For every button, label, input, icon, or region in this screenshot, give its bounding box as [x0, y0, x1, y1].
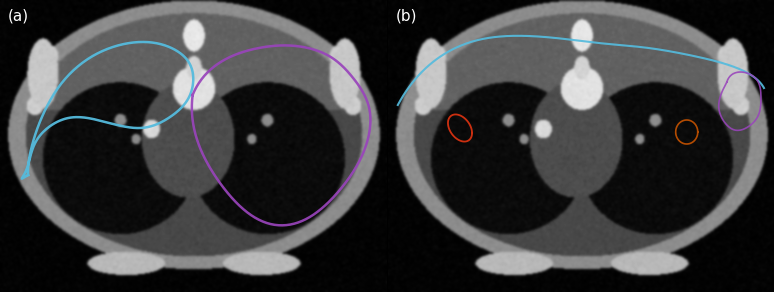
Text: (a): (a) [8, 9, 29, 24]
Text: (b): (b) [396, 9, 417, 24]
